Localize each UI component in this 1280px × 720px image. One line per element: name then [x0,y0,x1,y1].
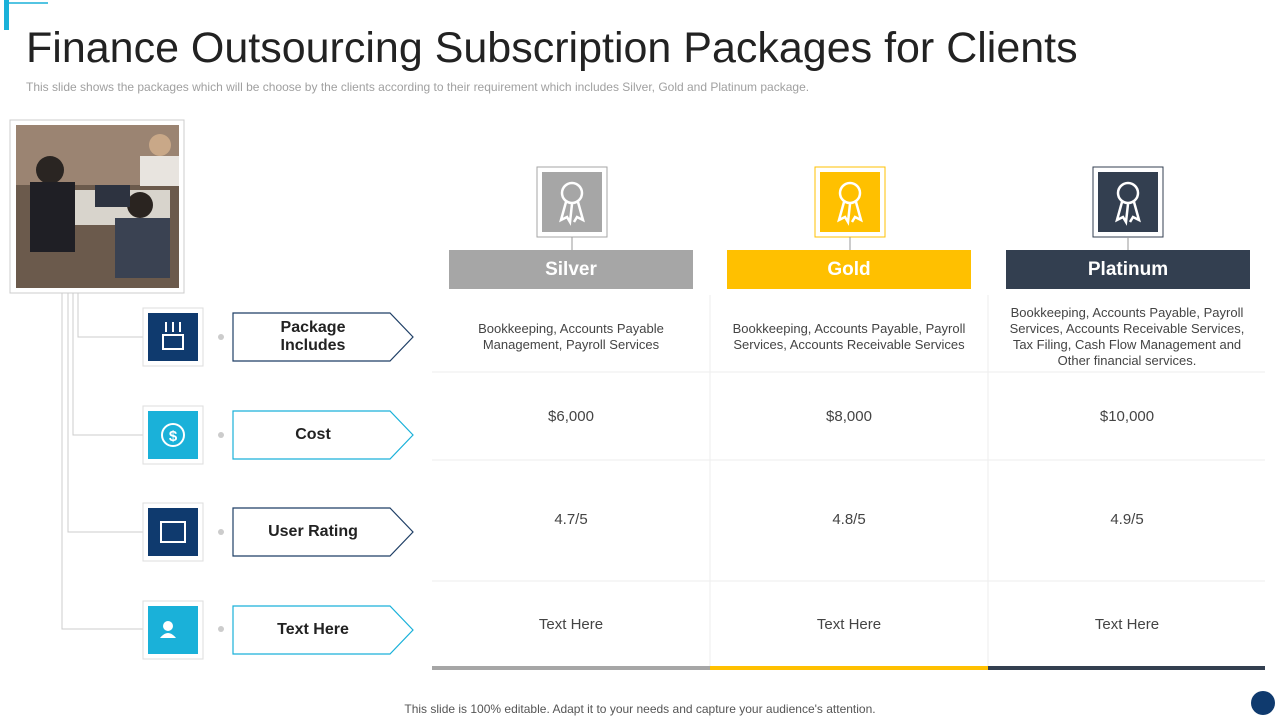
cell: Text Here [1094,616,1160,633]
cell: Bookkeeping, Accounts Payable, Payroll S… [732,321,966,352]
svg-text:$: $ [169,428,178,445]
row-label: Package Includes [280,319,346,354]
cell: Text Here [816,616,882,633]
cell: $6,000 [548,408,594,425]
cell: 4.8/5 [832,511,866,528]
cell: 4.7/5 [554,511,588,528]
cell: Bookkeeping, Accounts Payable, Payroll S… [1009,305,1245,368]
cell: 4.9/5 [1110,511,1144,528]
row-label: Text Here [277,621,349,638]
package-header: Gold [727,250,971,289]
cell: $10,000 [1099,408,1155,425]
cell: $8,000 [826,408,872,425]
package-header: Platinum [1006,250,1250,289]
footer: This slide is 100% editable. Adapt it to… [404,702,876,716]
row-label: User Rating [268,523,358,540]
subtitle: This slide shows the packages which will… [26,80,810,94]
cell: Text Here [538,616,604,633]
row-label: Cost [295,426,331,443]
cell: Bookkeeping, Accounts Payable Management… [478,321,664,352]
title: Finance Outsourcing Subscription Package… [26,24,1078,72]
package-header: Silver [449,250,693,289]
